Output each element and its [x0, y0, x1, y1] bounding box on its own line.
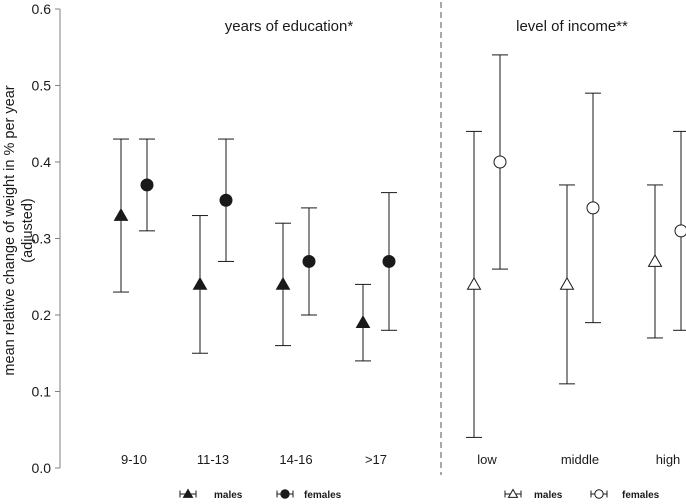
- legend-label: females: [304, 490, 342, 501]
- panel-title: level of income**: [516, 18, 628, 35]
- legend-label: males: [214, 490, 243, 501]
- data-point-marker: [219, 193, 233, 207]
- data-point-marker: [647, 253, 663, 267]
- errorbar-point: [218, 138, 234, 262]
- category-label: 11-13: [197, 452, 229, 467]
- y-tick-label: 0.6: [32, 1, 52, 17]
- y-axis-label: mean relative change of weight in % per …: [2, 85, 36, 375]
- legend-entry: females: [590, 489, 660, 501]
- data-point-marker: [382, 254, 396, 268]
- data-point-marker: [192, 276, 208, 290]
- errorbar-point: [466, 130, 482, 438]
- legend-entry: males: [504, 488, 563, 501]
- y-tick-label: 0.1: [32, 384, 52, 400]
- legends: males females males females: [179, 488, 660, 501]
- data-point-marker: [586, 201, 600, 215]
- y-tick-label: 0.0: [32, 460, 52, 476]
- y-axis-label-line: mean relative change of weight in % per …: [2, 85, 18, 375]
- category-labels: 9-10 11-13 14-16 >17 low middle high: [121, 452, 680, 467]
- data-point-marker: [113, 208, 129, 221]
- data-point-marker: [466, 276, 482, 290]
- data-point-marker: [355, 315, 371, 329]
- y-tick-label: 0.5: [32, 78, 52, 94]
- category-label: middle: [561, 452, 599, 467]
- data-point-marker: [559, 276, 575, 290]
- category-label: 14-16: [279, 452, 312, 467]
- legend-label: females: [622, 490, 660, 501]
- errorbar-point: [275, 222, 291, 347]
- errorbar-point: [139, 138, 155, 232]
- errorbar-point: [113, 138, 129, 293]
- panel-title: years of education*: [225, 18, 354, 35]
- errorbar-point: [301, 207, 317, 316]
- errorbar-point: [355, 283, 371, 362]
- errorbar-point: [192, 215, 208, 354]
- y-tick-label: 0.4: [32, 154, 52, 170]
- y-axis-label-line: (adjusted): [20, 198, 36, 262]
- legend-marker: [280, 489, 290, 499]
- errorbar-point: [647, 184, 663, 339]
- errorbar-point: [381, 192, 397, 331]
- errorbar-point: [492, 54, 508, 270]
- legend-entry: males: [179, 488, 243, 501]
- y-tick-label: 0.3: [32, 231, 52, 247]
- legend-label: males: [534, 490, 563, 501]
- data-point-marker: [275, 276, 291, 290]
- category-label: 9-10: [121, 452, 147, 467]
- errorbar-point: [559, 184, 575, 385]
- legend-entry: females: [276, 489, 342, 501]
- y-axis: 0.0 0.1 0.2 0.3 0.4 0.5 0.6: [32, 1, 61, 476]
- legend-marker: [182, 488, 194, 498]
- category-label: >17: [365, 452, 387, 467]
- data-point-marker: [493, 155, 507, 169]
- y-tick-label: 0.2: [32, 307, 52, 323]
- data-marks: [113, 54, 686, 438]
- category-label: high: [656, 452, 681, 467]
- category-label: low: [477, 452, 497, 467]
- legend-marker: [507, 488, 519, 498]
- data-point-marker: [140, 178, 154, 192]
- errorbar-point: [585, 92, 601, 324]
- data-point-marker: [674, 224, 686, 238]
- legend-marker: [594, 489, 604, 499]
- panel-titles: years of education* level of income**: [225, 18, 628, 35]
- errorbar-point: [673, 130, 686, 331]
- data-point-marker: [302, 254, 316, 268]
